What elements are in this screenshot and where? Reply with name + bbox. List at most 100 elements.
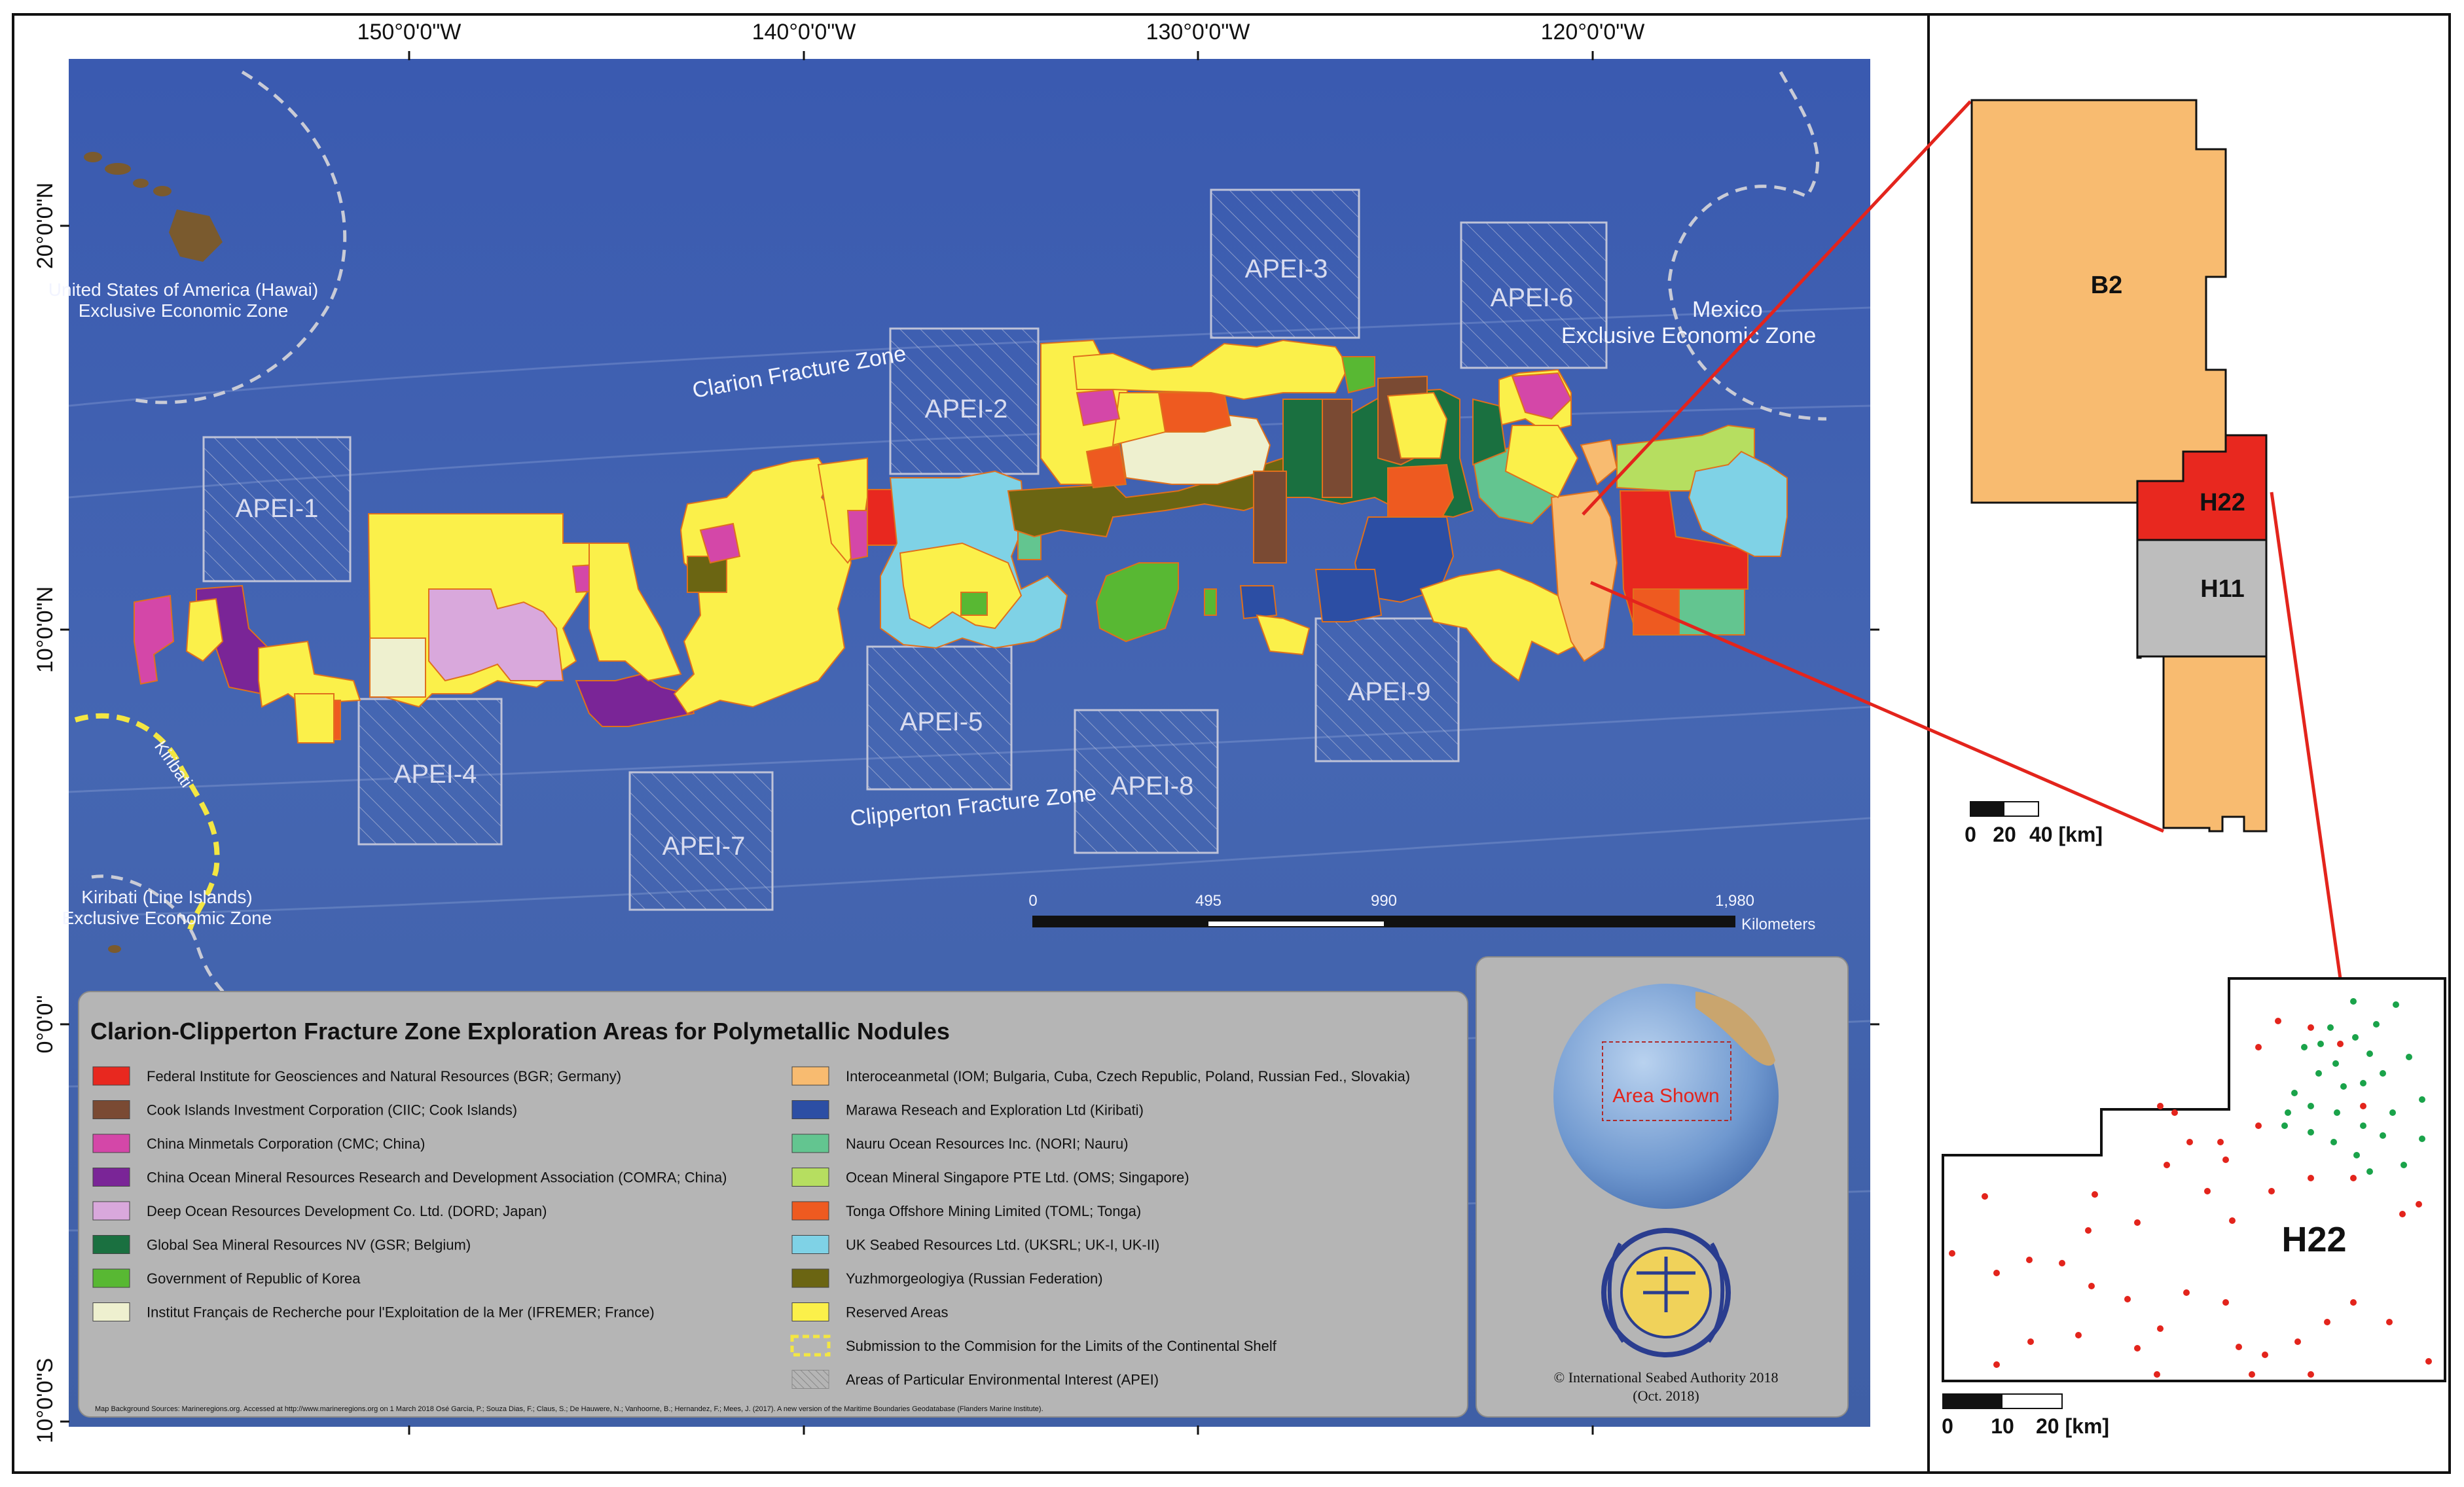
inset-top-scale-20: 20 xyxy=(1993,823,2016,846)
area-toml-east xyxy=(1387,463,1455,522)
area-marawa-2 xyxy=(1314,569,1383,622)
hawaii-eez-label-2: Exclusive Economic Zone xyxy=(79,300,289,321)
apei-5-box xyxy=(866,645,1013,791)
sample-point-green xyxy=(2380,1132,2386,1139)
sample-point-red xyxy=(2268,1188,2275,1194)
sample-point-green xyxy=(2330,1139,2337,1145)
sample-point-green xyxy=(2340,1083,2347,1090)
scale-unit: Kilometers xyxy=(1741,916,1815,933)
inset-h22-label: H22 xyxy=(2200,489,2245,516)
area-reserved-sw xyxy=(293,693,335,743)
legend-swatch xyxy=(791,1134,829,1153)
sample-point-red xyxy=(2026,1257,2033,1263)
sample-point-red xyxy=(2350,1175,2357,1181)
sample-point-green xyxy=(2301,1044,2308,1050)
sample-point-red xyxy=(1993,1270,2000,1276)
sample-point-green xyxy=(2315,1070,2322,1077)
legend-item-label: China Ocean Mineral Resources Research a… xyxy=(147,1170,727,1186)
legend-item-label: Ocean Mineral Singapore PTE Ltd. (OMS; S… xyxy=(846,1170,1189,1186)
sample-point-red xyxy=(2308,1371,2314,1378)
scale-tick-990: 990 xyxy=(1371,892,1397,910)
legend-item-label: Interoceanmetal (IOM; Bulgaria, Cuba, Cz… xyxy=(846,1068,1410,1084)
connector-lines xyxy=(1582,100,2342,979)
apei-9-box xyxy=(1314,617,1460,762)
sample-points xyxy=(1949,998,2432,1378)
lat-label-0: 0°0'0" xyxy=(33,995,58,1054)
globe-area-box xyxy=(1602,1041,1731,1121)
sample-point-green xyxy=(2360,1122,2366,1129)
inset-bottom: H22 0 10 20 [km] xyxy=(1942,977,2446,1438)
area-korea-small xyxy=(960,592,988,616)
legend-item-label: Tonga Offshore Mining Limited (TOML; Ton… xyxy=(846,1203,1141,1219)
sample-point-red xyxy=(2337,1041,2344,1047)
legend-item-label: Federal Institute for Geosciences and Na… xyxy=(147,1068,621,1084)
area-gsr-east xyxy=(1472,398,1507,466)
mexico-eez-boundary xyxy=(1667,71,1827,421)
sample-point-red xyxy=(2204,1188,2211,1194)
area-comra-central xyxy=(575,673,695,727)
map-frame-ticks xyxy=(60,51,1879,1435)
sample-point-red xyxy=(2324,1319,2330,1325)
sample-point-red xyxy=(2217,1139,2224,1145)
sample-point-red xyxy=(2229,1217,2236,1224)
sample-point-red xyxy=(2154,1371,2160,1378)
apei-1-box xyxy=(202,436,352,582)
globe xyxy=(1553,984,1779,1209)
sample-point-red xyxy=(2157,1103,2164,1109)
area-cmc-east-middle xyxy=(846,510,868,561)
apei-4-label: APEI-4 xyxy=(394,760,477,789)
legend-swatch xyxy=(791,1235,829,1254)
apei-5-label: APEI-5 xyxy=(900,708,983,736)
sample-point-green xyxy=(2419,1136,2425,1142)
hawaii-islands xyxy=(84,152,223,262)
sample-point-green xyxy=(2401,1162,2407,1168)
inset-h11-area xyxy=(2136,539,2268,658)
apei-2-box xyxy=(889,327,1040,475)
legend-item-label: Yuzhmorgeologiya (Russian Federation) xyxy=(846,1270,1103,1287)
apei-6-label: APEI-6 xyxy=(1491,283,1574,312)
inset-bottom-scale-0: 0 xyxy=(1942,1414,1953,1438)
inset-top-scale-40: 40 [km] xyxy=(2029,823,2103,846)
outer-frame xyxy=(12,13,2451,1474)
sample-point-red xyxy=(2088,1283,2095,1289)
sample-point-red xyxy=(2186,1139,2193,1145)
sample-point-red xyxy=(2255,1044,2262,1050)
sample-point-red xyxy=(1982,1193,1988,1200)
area-reserved-west2 xyxy=(185,598,224,662)
area-cmc-west xyxy=(134,594,175,685)
sample-point-red xyxy=(1949,1250,1955,1257)
sample-point-red xyxy=(2124,1296,2131,1302)
sample-point-red xyxy=(2416,1201,2422,1208)
scale-tick-1980: 1,980 xyxy=(1715,892,1754,910)
area-yuzhmorgeologiya-west xyxy=(687,556,727,593)
hawaii-eez-label-1: United States of America (Hawai) xyxy=(48,279,318,300)
area-nori-south xyxy=(1678,588,1745,636)
sample-point-red xyxy=(2236,1344,2242,1350)
area-korea-north xyxy=(1341,356,1375,394)
sample-point-red xyxy=(2027,1338,2034,1345)
area-cmc-north-central xyxy=(1076,388,1121,427)
apei-7-label: APEI-7 xyxy=(662,832,746,861)
legend-left-column: Federal Institute for Geosciences and Na… xyxy=(92,1066,727,1321)
sample-point-red xyxy=(2222,1156,2229,1163)
sample-point-red xyxy=(1993,1361,2000,1368)
apei-4-box xyxy=(357,698,503,846)
sample-point-red xyxy=(2222,1299,2229,1306)
legend-swatch xyxy=(791,1066,829,1086)
inset-top: B2 H22 H11 0 20 40 [km] xyxy=(1965,99,2268,846)
apei-labels: APEI-1 APEI-2 APEI-3 APEI-4 APEI-5 APEI-… xyxy=(236,255,1574,861)
sample-point-red xyxy=(2308,1024,2314,1031)
inset-top-scale: 0 20 40 [km] xyxy=(1965,801,2103,846)
inset-bottom-scale: 0 10 20 [km] xyxy=(1942,1393,2109,1438)
map-scale-bar: 0 495 990 1,980 Kilometers xyxy=(1028,892,1815,933)
sample-point-red xyxy=(2249,1371,2255,1378)
area-reserved-middle xyxy=(673,457,852,715)
legend-swatch xyxy=(791,1201,829,1221)
apei-6-box xyxy=(1460,221,1608,369)
sample-point-green xyxy=(2373,1021,2380,1028)
sample-point-green xyxy=(2406,1054,2412,1060)
sample-point-green xyxy=(2308,1103,2314,1109)
area-toml-central xyxy=(1157,392,1232,433)
sample-point-red xyxy=(2075,1332,2082,1338)
sample-point-red xyxy=(2059,1260,2065,1266)
